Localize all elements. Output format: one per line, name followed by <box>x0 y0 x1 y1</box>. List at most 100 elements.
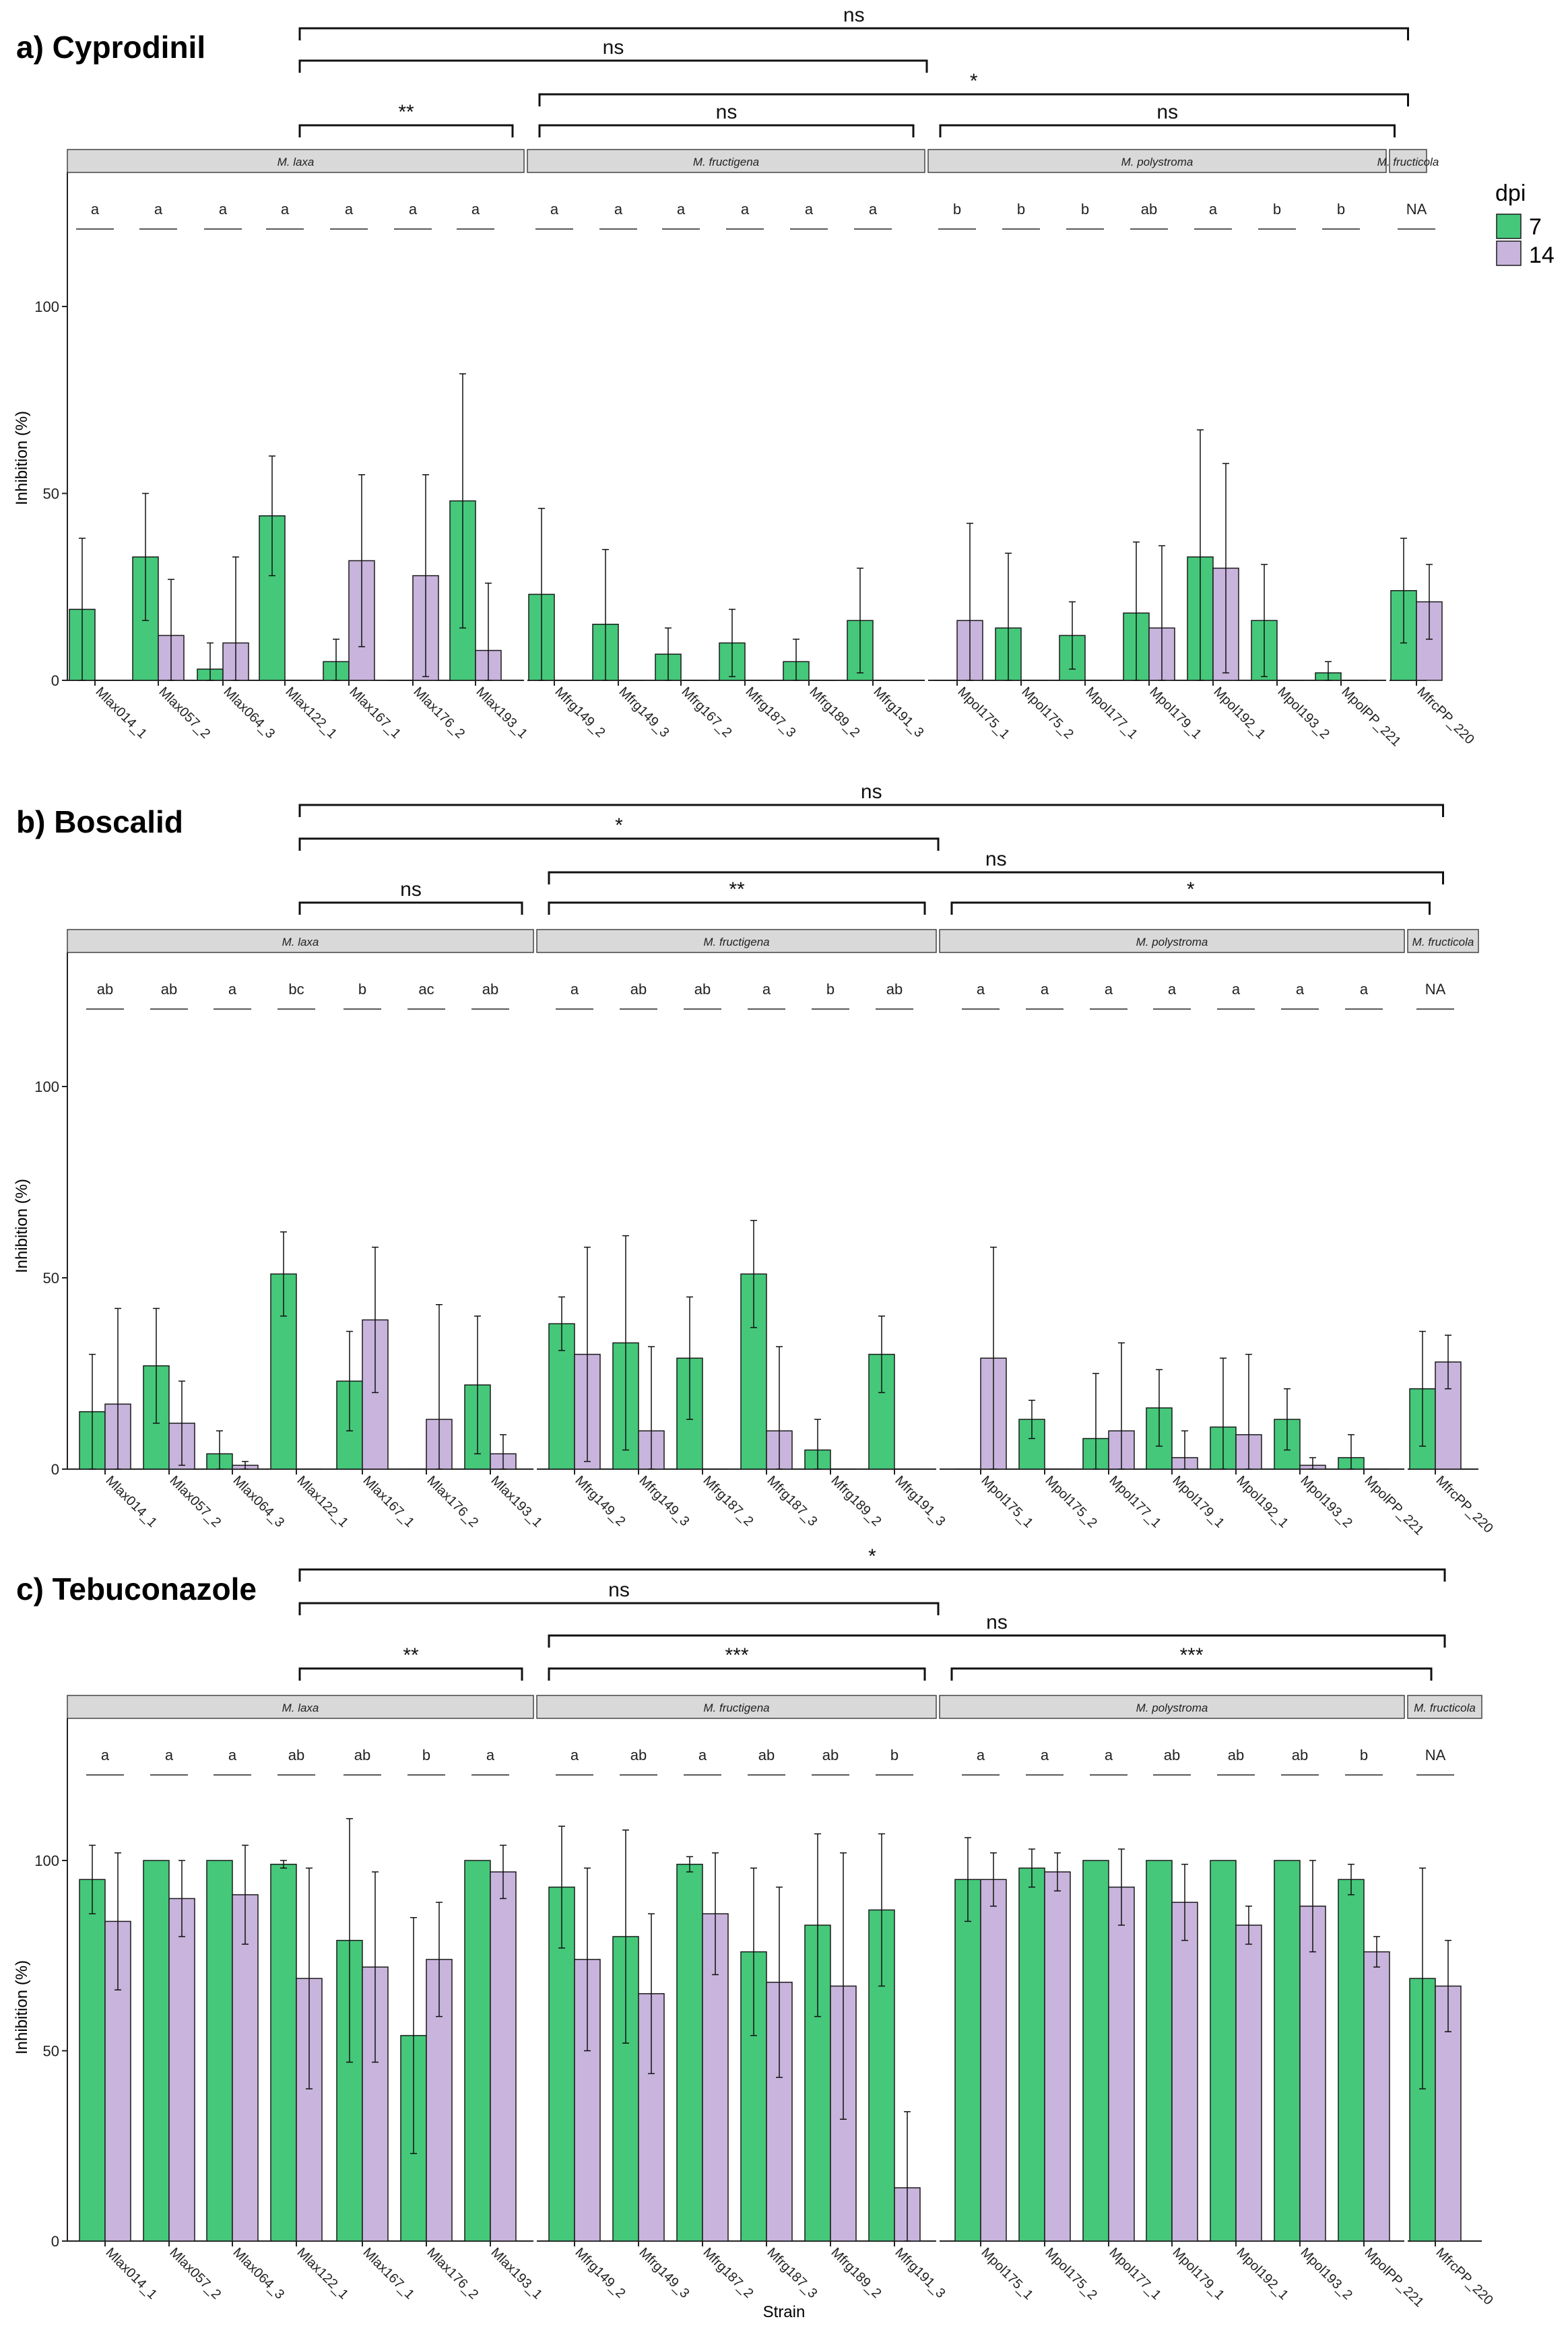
significance-letter: b <box>1273 201 1281 218</box>
comparison-label: *** <box>1179 1644 1203 1666</box>
significance-letter: a <box>1105 981 1113 998</box>
legend: dpi 7 14 <box>1495 181 1555 268</box>
category-label: Mlax057_2 <box>166 1473 224 1530</box>
species-label: M. fructicola <box>1414 1702 1476 1714</box>
significance-letter: ab <box>1228 1747 1244 1763</box>
species-strip <box>927 149 1387 173</box>
category-label: Mpol192_1 <box>1233 1473 1291 1531</box>
species-label: M. laxa <box>277 156 315 168</box>
comparison-bracket <box>298 1568 1446 1582</box>
species-label: M. fructicola <box>1377 156 1439 168</box>
category-label: Mpol192_1 <box>1210 684 1268 742</box>
comparison-label: ns <box>985 848 1007 870</box>
species-label: M. polystroma <box>1136 936 1208 948</box>
significance-letter: ab <box>1164 1747 1180 1763</box>
plot-area: M. laxa M. fructigena M. polystroma M. fruc… <box>34 781 1496 1539</box>
significance-letter: a <box>101 1747 110 1763</box>
significance-letter: a <box>281 201 290 218</box>
comparison-bracket <box>538 124 915 137</box>
significance-letter: b <box>422 1747 430 1763</box>
category-label: Mpol175_2 <box>1042 1473 1100 1531</box>
category-label: Mlax167_1 <box>360 1473 417 1530</box>
comparison-label: ns <box>716 101 738 123</box>
significance-letter: a <box>1232 981 1241 998</box>
legend-title: dpi <box>1495 181 1526 206</box>
comparison-label: ns <box>603 36 624 59</box>
category-label: MpolPP_221 <box>1361 1473 1427 1539</box>
category-label: Mfrg187_3 <box>764 2245 820 2301</box>
comparison-label: ** <box>398 101 414 123</box>
species-strip <box>1407 1695 1482 1719</box>
panel-tebuconazole: c) Tebuconazole Inhibition (%) M. laxa M.… <box>13 1545 1496 2310</box>
significance-letter: a <box>550 201 559 218</box>
significance-letter: ab <box>822 1747 839 1763</box>
bar-7dpi <box>464 1860 491 2242</box>
significance-letter: NA <box>1425 1747 1446 1763</box>
comparison-label: * <box>1187 878 1195 901</box>
significance-letter: ab <box>630 1747 647 1763</box>
category-label: Mlax014_1 <box>92 684 150 742</box>
category-label: Mfrg187_2 <box>700 1473 756 1529</box>
significance-letter: ab <box>694 981 711 998</box>
species-strip <box>67 149 525 173</box>
category-label: Mlax014_1 <box>102 2245 160 2302</box>
comparison-label: ns <box>986 1611 1008 1633</box>
bar-14dpi <box>1171 1902 1198 2242</box>
species-label: M. laxa <box>282 1702 319 1714</box>
bar-14dpi <box>1108 1886 1135 2242</box>
comparison-bracket <box>298 1602 940 1615</box>
significance-letter: a <box>1209 201 1218 218</box>
comparison-label: * <box>615 814 623 837</box>
category-label: Mlax176_2 <box>424 2245 481 2302</box>
species-strip <box>1389 149 1427 173</box>
significance-letter: b <box>826 981 835 998</box>
comparison-bracket <box>950 901 1431 915</box>
bar-7dpi <box>1146 1860 1173 2242</box>
significance-letter: a <box>1105 1747 1113 1763</box>
category-label: Mfrg187_2 <box>700 2245 756 2301</box>
bar-14dpi <box>1363 1951 1390 2242</box>
bar-14dpi <box>638 1993 665 2242</box>
bar-7dpi <box>954 1879 981 2242</box>
significance-letter: ab <box>886 981 903 998</box>
comparison-bracket <box>298 124 514 137</box>
category-label: MfrcPP_220 <box>1414 684 1476 747</box>
bar-7dpi <box>1274 1860 1301 2242</box>
y-tick-label: 100 <box>34 298 59 315</box>
bar-14dpi <box>168 1898 195 2242</box>
comparison-label: ns <box>400 878 422 901</box>
bar-7dpi <box>206 1860 233 2242</box>
comparison-label: ns <box>843 4 865 26</box>
comparison-bracket <box>298 804 1444 817</box>
category-label: Mfrg149_3 <box>636 1473 692 1529</box>
plot-area: M. laxa M. fructigena M. polystroma M. fruc… <box>34 1545 1496 2310</box>
y-tick-label: 50 <box>43 1270 59 1287</box>
category-label: Mpol179_1 <box>1169 2245 1227 2303</box>
category-label: Mlax193_1 <box>488 2245 545 2302</box>
significance-letter: a <box>570 981 579 998</box>
significance-letter: ab <box>354 1747 370 1763</box>
category-label: Mpol177_1 <box>1082 684 1140 742</box>
species-strip <box>1407 929 1479 953</box>
y-tick-label: 100 <box>34 1852 59 1869</box>
species-label: M. fructigena <box>703 936 769 948</box>
category-label: Mlax122_1 <box>294 2245 351 2302</box>
species-strip <box>67 1695 534 1719</box>
species-label: M. fructicola <box>1412 936 1474 948</box>
panel-title: c) Tebuconazole <box>16 1572 257 1607</box>
category-label: Mfrg191_3 <box>892 2245 948 2301</box>
category-label: Mpol179_1 <box>1169 1473 1227 1531</box>
significance-letter: a <box>741 201 750 218</box>
species-label: M. fructigena <box>693 156 759 168</box>
significance-letter: NA <box>1425 981 1446 998</box>
y-axis-label: Inhibition (%) <box>13 1179 31 1273</box>
comparison-label: ** <box>403 1644 419 1666</box>
category-label: Mfrg149_3 <box>636 2245 692 2301</box>
significance-letter: a <box>1168 981 1177 998</box>
species-strip <box>67 929 534 953</box>
comparison-label: ns <box>861 781 882 803</box>
significance-letter: a <box>1360 981 1369 998</box>
category-label: Mlax193_1 <box>488 1473 545 1530</box>
significance-letter: ab <box>161 981 177 998</box>
category-label: Mpol175_1 <box>954 684 1012 742</box>
